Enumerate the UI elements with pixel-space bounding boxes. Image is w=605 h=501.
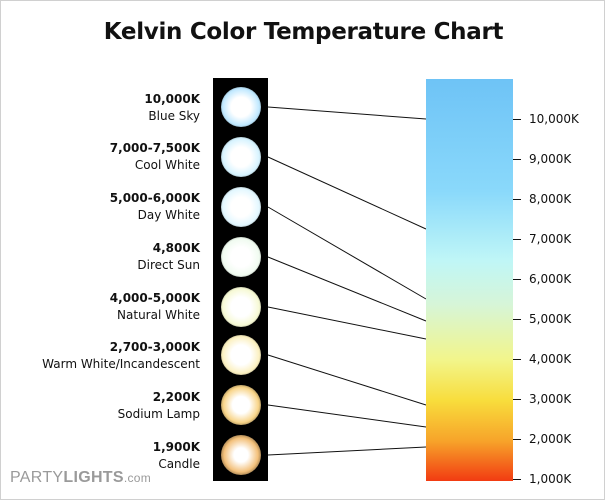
source-name: Sodium Lamp [117, 407, 200, 421]
scale-tick-label: 2,000K [529, 432, 572, 446]
scale-tick [513, 239, 521, 240]
scale-tick [513, 279, 521, 280]
color-temperature-scale [426, 79, 513, 481]
source-label-day-white: 5,000-6,000K Day White [0, 190, 200, 224]
connector-line [267, 156, 427, 230]
scale-tick [513, 439, 521, 440]
connector-line [267, 446, 427, 456]
partylights-logo: PARTYLIGHTS.com [10, 469, 151, 487]
source-label-candle: 1,900K Candle [0, 439, 200, 473]
light-sample [213, 430, 268, 480]
connector-line [267, 354, 427, 406]
scale-tick [513, 399, 521, 400]
light-sample-strip [213, 78, 268, 481]
connector-line [267, 404, 427, 428]
scale-tick [513, 479, 521, 480]
light-sample [213, 132, 268, 182]
light-sample [213, 232, 268, 282]
scale-tick-label: 1,000K [529, 472, 572, 486]
logo-part: LIGHTS [63, 469, 124, 486]
scale-tick-label: 3,000K [529, 392, 572, 406]
scale-tick-label: 7,000K [529, 232, 572, 246]
source-name: Candle [158, 457, 200, 471]
scale-tick-label: 4,000K [529, 352, 572, 366]
light-sample [213, 182, 268, 232]
source-kelvin: 5,000-6,000K [109, 191, 200, 205]
connector-line [267, 106, 427, 120]
source-label-sodium-lamp: 2,200K Sodium Lamp [0, 389, 200, 423]
source-name: Day White [137, 208, 200, 222]
glow-icon [220, 287, 261, 327]
source-label-natural-white: 4,000-5,000K Natural White [0, 290, 200, 324]
glow-icon [220, 385, 261, 425]
source-kelvin: 4,800K [152, 241, 200, 255]
source-label-warm-white: 2,700-3,000K Warm White/Incandescent [0, 339, 200, 373]
glow-icon [220, 237, 261, 277]
glow-icon [220, 87, 261, 127]
source-name: Blue Sky [148, 109, 200, 123]
glow-icon [220, 335, 261, 375]
source-label-blue-sky: 10,000K Blue Sky [0, 91, 200, 125]
logo-part: .com [123, 471, 152, 485]
scale-tick-label: 10,000K [529, 112, 579, 126]
connector-line [267, 306, 427, 340]
source-name: Warm White/Incandescent [42, 357, 200, 371]
source-kelvin: 2,700-3,000K [109, 340, 200, 354]
scale-tick [513, 319, 521, 320]
glow-icon [220, 187, 261, 227]
chart-title: Kelvin Color Temperature Chart [103, 19, 504, 45]
glow-icon [220, 435, 261, 475]
source-kelvin: 7,000-7,500K [109, 141, 200, 155]
scale-tick [513, 159, 521, 160]
source-label-cool-white: 7,000-7,500K Cool White [0, 140, 200, 174]
light-sample [213, 82, 268, 132]
light-sample [213, 380, 268, 430]
source-label-direct-sun: 4,800K Direct Sun [0, 240, 200, 274]
scale-tick-label: 8,000K [529, 192, 572, 206]
source-kelvin: 10,000K [144, 92, 200, 106]
scale-tick [513, 359, 521, 360]
source-kelvin: 2,200K [152, 390, 200, 404]
source-name: Direct Sun [137, 258, 200, 272]
logo-part: PARTY [10, 469, 64, 486]
scale-tick-label: 5,000K [529, 312, 572, 326]
connector-line [267, 256, 427, 322]
glow-icon [220, 137, 261, 177]
source-name: Cool White [134, 158, 200, 172]
scale-tick-label: 9,000K [529, 152, 572, 166]
scale-tick [513, 119, 521, 120]
source-kelvin: 1,900K [152, 440, 200, 454]
source-name: Natural White [117, 308, 200, 322]
light-sample [213, 282, 268, 332]
scale-tick [513, 199, 521, 200]
scale-tick-label: 6,000K [529, 272, 572, 286]
light-sample [213, 330, 268, 380]
source-kelvin: 4,000-5,000K [109, 291, 200, 305]
connector-line [267, 206, 427, 300]
